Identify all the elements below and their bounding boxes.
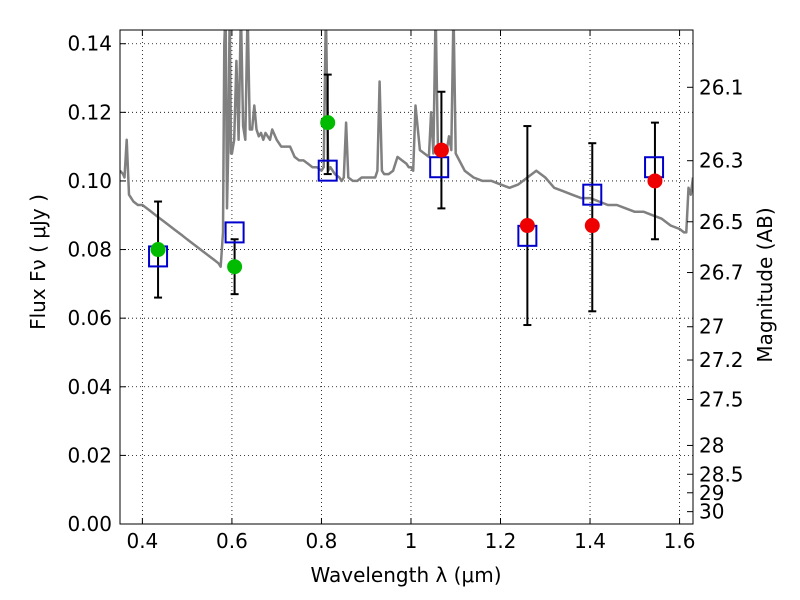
right-tick-label-5: 27.2 xyxy=(699,348,744,372)
right-tick-label-9: 29 xyxy=(699,481,724,505)
observed-hst-optical-point-0 xyxy=(150,242,166,258)
x-tick-label-4: 1.2 xyxy=(485,529,517,553)
y-tick-label-4: 0.08 xyxy=(67,238,112,262)
observed-points xyxy=(150,115,663,275)
observed-hst-nir-point-3 xyxy=(647,173,663,189)
observed-hst-optical-point-1 xyxy=(227,259,243,275)
y-tick-label-7: 0.14 xyxy=(67,32,112,56)
right-tick-label-6: 27.5 xyxy=(699,387,744,411)
x-tick-label-6: 1.6 xyxy=(664,529,696,553)
observed-hst-nir-point-1 xyxy=(519,218,535,234)
observed-hst-nir-point-2 xyxy=(584,218,600,234)
right-tick-label-3: 26.7 xyxy=(699,261,744,285)
x-tick-label-3: 1 xyxy=(405,529,418,553)
y-tick-label-6: 0.12 xyxy=(67,100,112,124)
x-tick-label-1: 0.6 xyxy=(216,529,248,553)
spectrum-line xyxy=(120,30,693,268)
x-axis-label: Wavelength λ (μm) xyxy=(310,563,501,587)
x-tick-label-2: 0.8 xyxy=(306,529,338,553)
model-square-1 xyxy=(224,221,245,244)
y-tick-label-2: 0.04 xyxy=(67,375,112,399)
x-tick-label-0: 0.4 xyxy=(126,529,158,553)
grid xyxy=(120,30,693,525)
model-square-2 xyxy=(317,159,338,182)
right-axis-label: Magnitude (AB) xyxy=(753,207,777,362)
x-tick-label-5: 1.4 xyxy=(574,529,606,553)
y-tick-label-3: 0.06 xyxy=(67,306,112,330)
observed-hst-nir-point-0 xyxy=(433,142,449,158)
right-tick-label-2: 26.5 xyxy=(699,210,744,234)
right-tick-label-10: 30 xyxy=(699,500,724,524)
right-tick-label-4: 27 xyxy=(699,315,724,339)
model-square-3 xyxy=(429,156,450,179)
model-spectrum xyxy=(120,30,693,268)
right-tick-label-7: 28 xyxy=(699,433,724,457)
y-axis-label: Flux Fν ( μJy ) xyxy=(26,194,50,330)
y-tick-label-5: 0.10 xyxy=(67,169,112,193)
axis-ticks: 0.4 0.6 0.8 1 1.2 1.4 1.6 0.00 0.02 0.04 0.06 0.08 0… xyxy=(67,30,744,553)
y-tick-label-0: 0.00 xyxy=(67,512,112,536)
observed-hst-optical-point-2 xyxy=(320,115,336,131)
right-tick-label-1: 26.3 xyxy=(699,149,744,173)
y-tick-label-1: 0.02 xyxy=(67,443,112,467)
right-tick-label-0: 26.1 xyxy=(699,75,744,99)
right-tick-label-8: 28.5 xyxy=(699,462,744,486)
plot-frame xyxy=(119,29,694,525)
model-square-5 xyxy=(582,183,603,206)
